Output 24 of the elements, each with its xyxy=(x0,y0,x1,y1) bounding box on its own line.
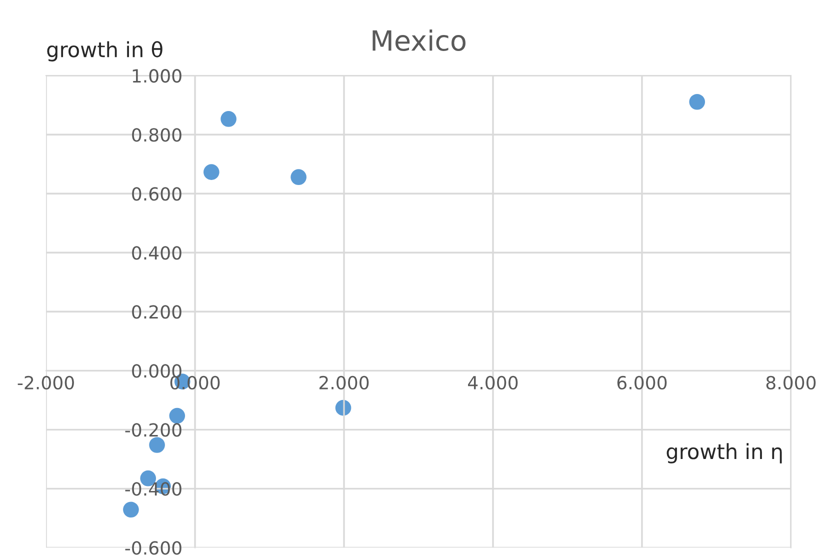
point xyxy=(149,437,165,453)
y-tick-label: -0.600 xyxy=(125,541,182,555)
y-tick-label: 0.200 xyxy=(132,305,182,319)
chart-title: Mexico xyxy=(372,29,466,51)
y-axis-title: growth in θ xyxy=(47,41,162,62)
point xyxy=(169,408,186,424)
point xyxy=(689,94,706,110)
x-tick-label: -2.000 xyxy=(18,376,74,390)
y-tick-label: 1.000 xyxy=(132,69,182,83)
y-tick-label: 0.800 xyxy=(132,128,182,142)
y-tick-label: -0.400 xyxy=(125,482,182,496)
point xyxy=(220,111,236,127)
y-tick-label: 0.000 xyxy=(132,364,182,378)
y-tick-label: -0.200 xyxy=(125,423,182,437)
x-tick-label: 2.000 xyxy=(319,376,369,390)
x-tick-label: 4.000 xyxy=(468,376,518,390)
point xyxy=(203,164,220,180)
x-tick-label: 6.000 xyxy=(617,376,667,390)
point xyxy=(290,169,306,186)
point xyxy=(123,502,139,518)
x-axis-title: growth in η xyxy=(666,443,782,464)
y-tick-label: 0.600 xyxy=(132,187,182,201)
y-tick-label: 0.400 xyxy=(132,246,182,260)
x-tick-label: 8.000 xyxy=(766,376,816,390)
